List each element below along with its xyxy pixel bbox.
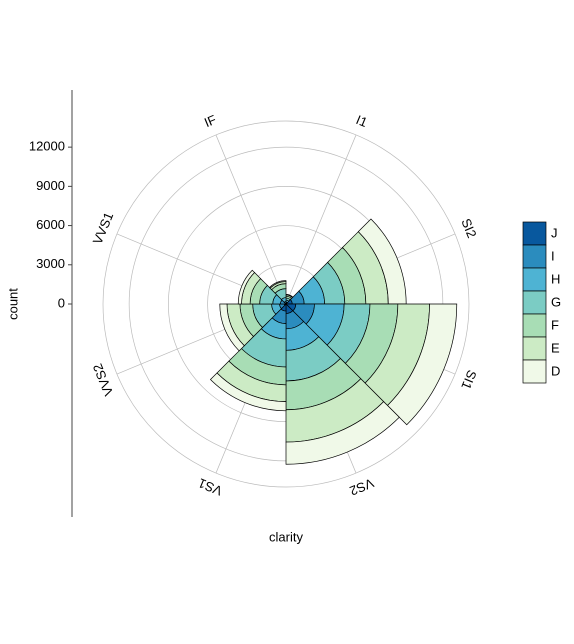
y-tick-label: 0 bbox=[58, 295, 65, 310]
legend-label: H bbox=[551, 271, 560, 286]
x-tick-label: VVS1 bbox=[90, 210, 117, 246]
legend-swatch bbox=[523, 314, 546, 337]
y-tick-label: 6000 bbox=[36, 217, 65, 232]
legend-label: I bbox=[551, 248, 555, 263]
y-tick-label: 9000 bbox=[36, 178, 65, 193]
x-axis-title: clarity bbox=[269, 529, 303, 544]
legend-label: E bbox=[551, 340, 560, 355]
legend-swatch bbox=[523, 337, 546, 360]
x-tick-label: VS2 bbox=[348, 475, 376, 498]
legend-label: J bbox=[551, 225, 558, 240]
legend-label: D bbox=[551, 363, 560, 378]
legend-label: F bbox=[551, 317, 559, 332]
legend-swatch bbox=[523, 291, 546, 314]
x-tick-label: SI1 bbox=[458, 368, 479, 392]
x-tick-label: VS1 bbox=[196, 475, 224, 498]
y-tick-label: 12000 bbox=[29, 139, 65, 154]
legend-swatch bbox=[523, 268, 546, 291]
x-tick-label: VVS2 bbox=[90, 362, 117, 398]
x-tick-label: IF bbox=[202, 112, 218, 130]
legend-swatch bbox=[523, 222, 546, 245]
legend-label: G bbox=[551, 294, 561, 309]
y-axis-title: count bbox=[5, 288, 20, 320]
legend-swatch bbox=[523, 245, 546, 268]
y-tick-label: 3000 bbox=[36, 256, 65, 271]
x-tick-label: SI2 bbox=[458, 216, 479, 240]
legend-swatch bbox=[523, 360, 546, 383]
x-tick-label: I1 bbox=[354, 112, 370, 130]
